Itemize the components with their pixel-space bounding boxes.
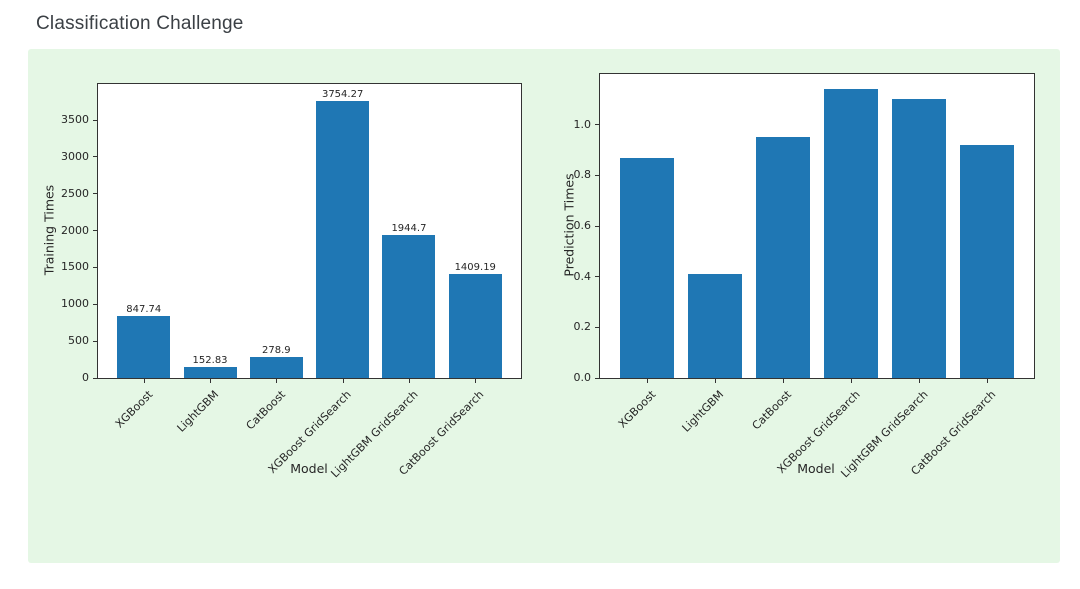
y-tick-mark xyxy=(93,377,98,379)
training-times-y-axis-label: Training Times xyxy=(41,184,57,276)
y-tick-mark xyxy=(93,303,98,305)
bar-value-label: 1409.19 xyxy=(454,262,496,274)
x-tick-label: LightGBM xyxy=(174,388,222,435)
y-tick-label: 1000 xyxy=(61,297,89,311)
y-tick-label: 0.8 xyxy=(573,168,592,182)
y-tick-label: 0.4 xyxy=(573,269,592,283)
x-tick-label: XGBoost xyxy=(615,388,659,431)
x-tick-mark xyxy=(210,378,212,383)
x-tick-mark xyxy=(714,378,716,383)
bar-value-label: 847.74 xyxy=(126,303,162,315)
bar-xgboost xyxy=(117,315,171,378)
page-title: Classification Challenge xyxy=(36,13,244,34)
x-tick-mark xyxy=(143,378,145,383)
y-tick-mark xyxy=(595,276,600,278)
bar-catboost-gridsearch xyxy=(448,274,502,378)
y-tick-label: 1500 xyxy=(61,260,89,274)
y-tick-mark xyxy=(595,225,600,227)
x-tick-mark xyxy=(851,378,852,383)
training-times-x-axis-label: Model xyxy=(290,461,328,476)
y-tick-label: 3500 xyxy=(61,113,89,127)
x-tick-label: XGBoost xyxy=(112,388,155,431)
charts-panel: Training Times 847.74 XGBoost 152.83 LightG… xyxy=(28,49,1060,563)
y-tick-label: 0.2 xyxy=(573,320,592,334)
x-tick-label: LightGBM xyxy=(679,388,727,435)
y-tick-label: 0.0 xyxy=(573,371,592,384)
bar-value-label: 1944.7 xyxy=(391,222,427,234)
x-tick-mark xyxy=(782,378,784,383)
x-tick-label: CatBoost xyxy=(749,388,795,433)
bar-catboost xyxy=(249,357,303,378)
bar-value-label: 152.83 xyxy=(192,354,228,366)
y-tick-label: 0 xyxy=(82,371,89,384)
x-tick-mark xyxy=(342,378,344,383)
y-tick-label: 2500 xyxy=(61,186,89,200)
x-tick-mark xyxy=(276,378,278,383)
bar-lightgbm xyxy=(183,366,237,378)
training-times-chart: Training Times 847.74 XGBoost 152.83 LightG… xyxy=(28,49,544,563)
bar-value-label: 278.9 xyxy=(262,345,291,357)
x-tick-label: CatBoost xyxy=(243,388,288,433)
x-tick-mark xyxy=(408,378,410,383)
y-tick-label: 1.0 xyxy=(573,117,592,131)
bar-catboost xyxy=(755,137,811,378)
y-tick-mark xyxy=(595,377,600,379)
bar-catboost-gridsearch xyxy=(959,144,1015,378)
bar-lightgbm-gridsearch xyxy=(891,99,947,378)
prediction-times-chart: Prediction Times XGBoost LightGBM CatBoost… xyxy=(530,49,1060,563)
training-times-plot-area: 847.74 XGBoost 152.83 LightGBM 278.9 CatBoost… xyxy=(61,83,522,480)
x-tick-mark xyxy=(475,378,477,383)
bar-xgboost-gridsearch xyxy=(823,89,879,378)
bar-xgboost xyxy=(619,157,675,378)
y-tick-mark xyxy=(93,340,98,342)
x-tick-mark xyxy=(646,378,648,383)
y-tick-mark xyxy=(595,326,600,328)
y-tick-label: 3000 xyxy=(61,149,89,163)
y-tick-mark xyxy=(93,230,98,232)
y-tick-mark xyxy=(93,119,98,121)
y-tick-label: 2000 xyxy=(61,223,89,237)
prediction-times-plot-area: XGBoost LightGBM CatBoost XGBoost GridSearc… xyxy=(574,73,1035,480)
y-tick-mark xyxy=(93,156,98,158)
y-tick-mark xyxy=(595,124,600,126)
bar-lightgbm xyxy=(687,274,743,378)
x-tick-mark xyxy=(919,378,921,383)
x-tick-mark xyxy=(987,378,989,383)
bar-lightgbm-gridsearch xyxy=(382,234,436,378)
y-tick-mark xyxy=(595,174,600,176)
bar-xgboost-gridsearch xyxy=(316,101,370,378)
y-tick-label: 0.6 xyxy=(573,219,592,232)
bar-value-label: 3754.27 xyxy=(321,89,364,101)
prediction-times-x-axis-label: Model xyxy=(797,461,835,476)
y-tick-mark xyxy=(93,266,98,268)
y-tick-label: 500 xyxy=(68,334,89,348)
y-tick-mark xyxy=(93,193,98,195)
